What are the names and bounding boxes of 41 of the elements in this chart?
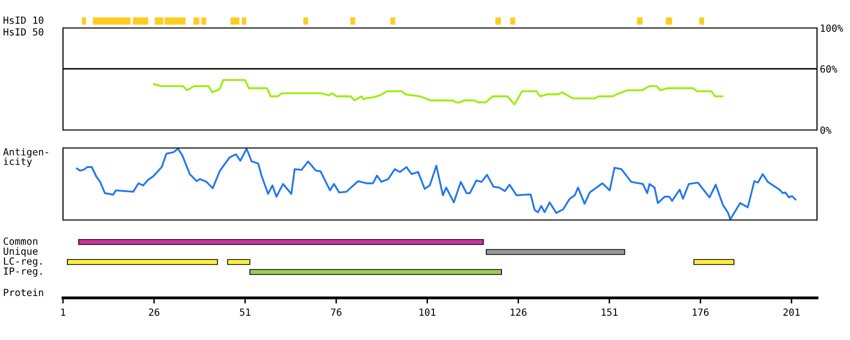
- bar: [82, 17, 86, 25]
- y-tick-label: IP-reg.: [4, 268, 42, 277]
- x-tick-label: 101: [420, 308, 436, 316]
- y-tick-label: LC-reg.: [4, 257, 42, 267]
- bar: [230, 17, 240, 25]
- x-tick-label: 1: [61, 308, 66, 316]
- bar: [699, 17, 704, 25]
- bar: [495, 17, 501, 25]
- bar: [303, 17, 308, 25]
- bar: [666, 17, 672, 25]
- bar: [510, 17, 516, 25]
- bar: [390, 17, 396, 25]
- y-tick-label: Common: [4, 237, 38, 245]
- bar: [693, 259, 734, 265]
- bar: [486, 249, 626, 255]
- bar: [227, 259, 250, 265]
- x-tick-label: 26: [148, 308, 160, 316]
- bar: [249, 269, 502, 275]
- x-tick-label: 151: [602, 308, 618, 316]
- bar: [92, 17, 130, 25]
- x-tick-label: 76: [330, 308, 342, 316]
- y-tick-label: 60%: [820, 65, 838, 73]
- line-series: [153, 79, 724, 106]
- x-tick-label: 51: [240, 308, 250, 316]
- x-axis-title: Protein: [4, 288, 44, 296]
- x-tick-label: 126: [510, 308, 526, 316]
- bar: [193, 17, 200, 25]
- bar: [132, 17, 148, 25]
- y-axis-title: Antigen- icity: [3, 148, 48, 167]
- y-axis-title: HsID 50: [4, 28, 44, 36]
- bar: [201, 17, 206, 25]
- x-tick-label: 176: [692, 308, 709, 316]
- bar: [78, 239, 484, 245]
- y-tick-label: 0%: [820, 126, 832, 134]
- y-tick-label: Unique: [4, 247, 38, 257]
- x-tick-label: 201: [783, 308, 800, 316]
- bar: [637, 17, 643, 25]
- bar: [350, 17, 356, 25]
- bar: [242, 17, 246, 25]
- y-tick-label: HsID 10: [4, 16, 44, 24]
- y-tick-label: 100%: [820, 24, 844, 32]
